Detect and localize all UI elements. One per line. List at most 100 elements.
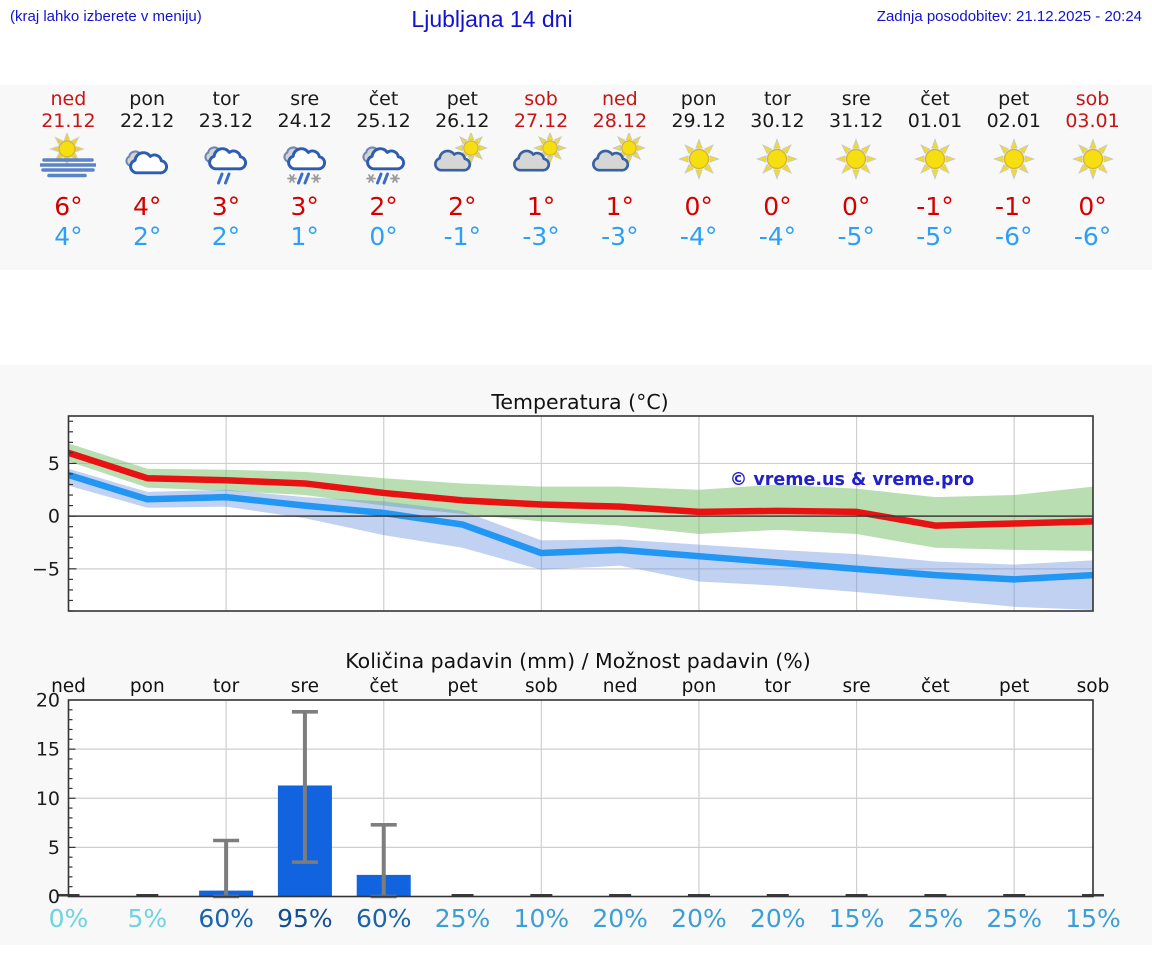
max-temp-label: -1° [995, 192, 1033, 221]
sunny-icon [738, 132, 817, 186]
forecast-day-column: sre 24.12 3° 1° [265, 85, 344, 265]
max-temp-label: 0° [684, 192, 713, 221]
day-axis-label: čet [369, 676, 398, 697]
forecast-day-column: pon 29.12 0° -4° [659, 85, 738, 265]
precipitation-probability-label: 95% [277, 904, 333, 933]
min-temp-label: -3° [601, 222, 639, 251]
zero-bar-stub [530, 894, 553, 897]
max-temp-label: 1° [605, 192, 635, 221]
min-temp-label: 2° [211, 222, 241, 251]
day-date-label: 25.12 [356, 110, 411, 132]
min-temp-label: -4° [758, 222, 797, 251]
precipitation-probability-label: 10% [514, 904, 570, 933]
day-date-label: 22.12 [119, 110, 175, 132]
min-temp-label: -3° [522, 222, 560, 251]
forecast-strip-background [0, 85, 1152, 270]
zero-bar-stub [845, 894, 868, 897]
max-temperature-line [68, 449, 1093, 529]
day-name-label: sob [1075, 88, 1110, 110]
partly-cloudy-icon [423, 130, 502, 186]
temperature-chart-title: Temperatura (°C) [490, 390, 668, 414]
min-temp-label: -4° [679, 222, 718, 251]
day-axis-label: ned [603, 676, 638, 697]
day-date-label: 27.12 [513, 110, 569, 132]
sunny-icon [1053, 132, 1132, 186]
day-axis-label: sob [1077, 676, 1110, 697]
y-tick-label: 20 [36, 690, 60, 712]
min-range-band [68, 468, 1093, 610]
precipitation-probability-label: 20% [592, 904, 648, 933]
day-name-label: pet [998, 88, 1030, 110]
y-tick-label: −5 [32, 558, 60, 580]
sunny-icon [896, 132, 975, 186]
day-axis-label: pet [447, 676, 477, 697]
min-temp-label: 2° [132, 222, 162, 251]
sunny-icon [817, 132, 896, 186]
day-axis-label: pon [682, 676, 717, 697]
day-name-label: pon [129, 88, 166, 110]
sleet-icon [265, 132, 344, 186]
max-temp-label: 0° [842, 192, 871, 221]
day-name-label: ned [50, 88, 87, 110]
day-date-label: 23.12 [198, 110, 254, 132]
min-temp-label: -5° [837, 222, 875, 251]
max-temp-label: 3° [290, 192, 319, 221]
max-temp-label: -1° [916, 192, 954, 221]
precipitation-probability-label: 25% [986, 904, 1042, 933]
forecast-day-column: sob 03.01 0° -6° [1053, 85, 1132, 265]
day-date-label: 24.12 [277, 110, 332, 132]
temp-plot-border [67, 415, 1094, 612]
min-temperature-line [68, 471, 1093, 583]
day-axis-label: pon [130, 676, 165, 697]
day-name-label: tor [763, 88, 791, 110]
y-tick-label: 0 [48, 506, 60, 528]
forecast-day-column: čet 01.01 -1° -5° [896, 85, 975, 265]
day-name-label: ned [601, 88, 638, 110]
day-axis-label: tor [765, 676, 792, 697]
last-updated-label: Zadnja posodobitev: 21.12.2025 - 20:24 [876, 8, 1142, 25]
sun-fog-icon [29, 130, 108, 186]
forecast-day-column: sob 27.12 1° -3° [502, 85, 581, 265]
temperature-chart: 5 0 −5 Temperatura (°C) © vreme.us & vreme.p… [32, 390, 1094, 612]
precipitation-whisker [291, 709, 318, 864]
rain-icon [187, 132, 266, 186]
partly-cloudy-icon [502, 130, 581, 186]
day-name-label: čet [920, 88, 950, 110]
y-tick-label: 0 [48, 886, 60, 908]
max-temp-label: 3° [211, 192, 241, 221]
location-hint: (kraj lahko izberete v meniju) [10, 8, 202, 25]
zero-bar-stub [136, 894, 159, 897]
precipitation-probability-label: 60% [198, 904, 254, 933]
max-temp-label: 0° [763, 192, 792, 221]
page-title: Ljubljana 14 dni [411, 6, 573, 32]
zero-bar-stub [1003, 894, 1026, 897]
forecast-strip: ned 21.12 6° 4° pon 22.12 4° 2° tor 23.12 3° 2° sre 2… [29, 85, 1132, 265]
forecast-day-column: sre 31.12 0° -5° [817, 85, 896, 265]
max-temp-label: 4° [132, 192, 162, 221]
day-date-label: 02.01 [986, 110, 1041, 132]
zero-bar-stub [609, 894, 632, 897]
day-axis-label: čet [921, 676, 950, 697]
day-axis-label: tor [213, 676, 240, 697]
precipitation-probability-label: 20% [750, 904, 806, 933]
day-axis-label: pet [999, 676, 1029, 697]
day-name-label: sre [290, 88, 320, 110]
cloudy-icon [108, 132, 187, 186]
precipitation-probability-label: 15% [829, 904, 885, 933]
max-temp-label: 6° [54, 192, 83, 221]
day-date-label: 29.12 [671, 110, 726, 132]
forecast-day-column: pet 26.12 2° -1° [423, 85, 502, 265]
day-axis-label: sob [525, 676, 558, 697]
forecast-day-column: tor 23.12 3° 2° [187, 85, 266, 265]
day-name-label: pon [680, 88, 717, 110]
day-axis-label: sre [291, 676, 319, 697]
forecast-day-column: pon 22.12 4° 2° [108, 85, 187, 265]
max-range-band [68, 443, 1093, 551]
forecast-day-column: tor 30.12 0° -4° [738, 85, 817, 265]
min-temp-label: -5° [916, 222, 954, 251]
forecast-day-column: pet 02.01 -1° -6° [974, 85, 1053, 265]
precipitation-probability-label: 25% [435, 904, 491, 933]
forecast-day-column: ned 21.12 6° 4° [29, 85, 108, 265]
max-temp-label: 2° [369, 192, 398, 221]
